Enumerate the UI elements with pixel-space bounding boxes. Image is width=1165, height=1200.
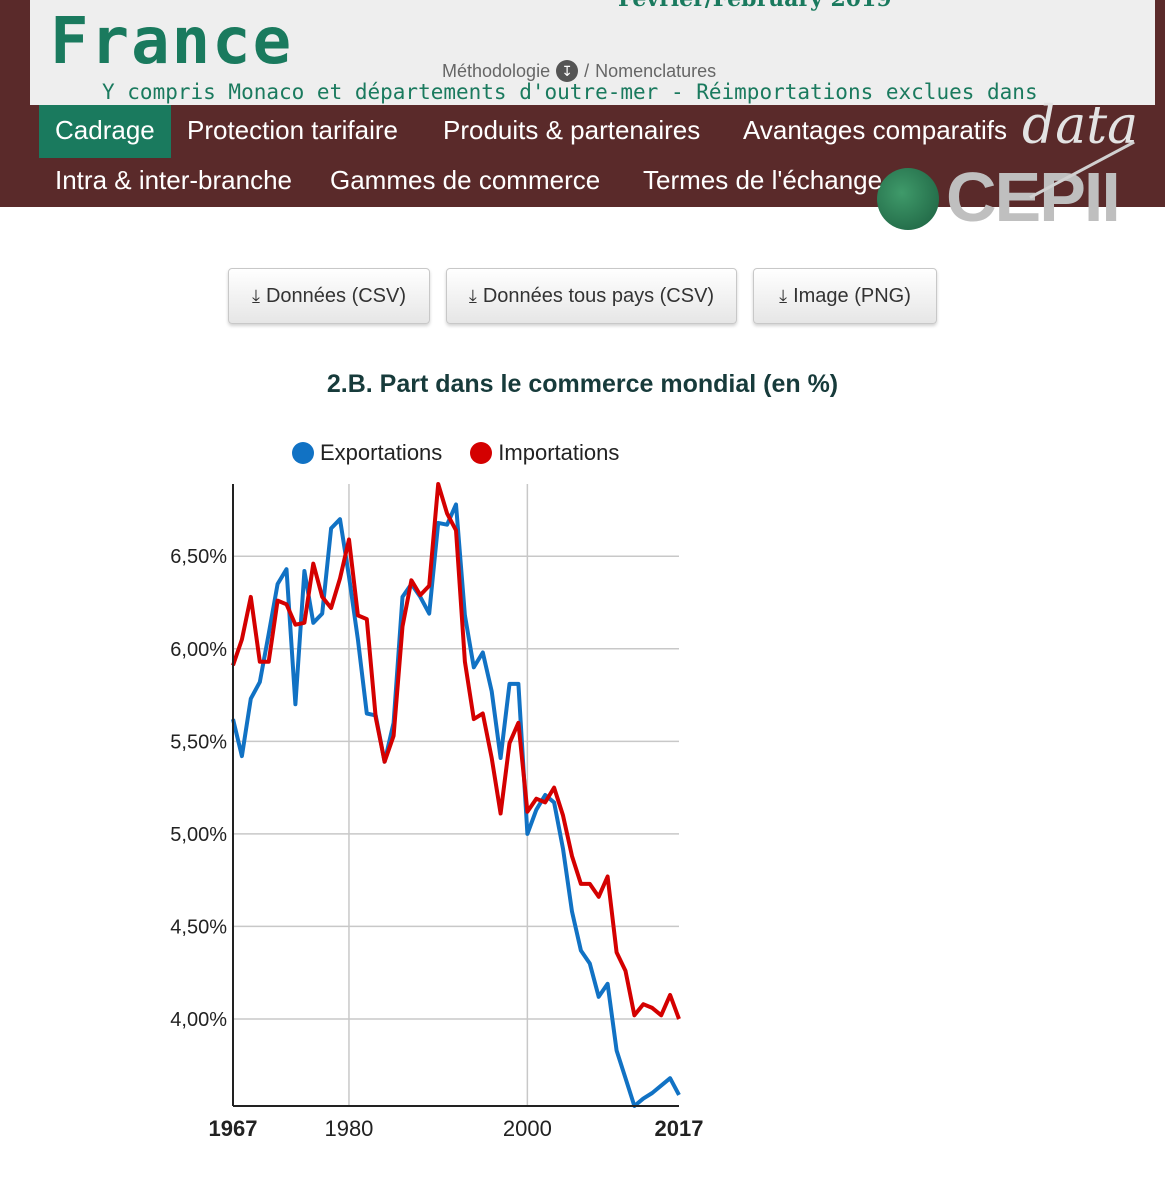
- chart-legend: Exportations Importations: [292, 440, 619, 466]
- release-date: Février/February 2019: [618, 0, 892, 12]
- methodology-links: Méthodologie ↧ / Nomenclatures: [442, 60, 716, 82]
- legend-label-importations: Importations: [498, 440, 620, 465]
- x-tick-label: 2017: [655, 1116, 704, 1141]
- y-tick-label: 5,00%: [170, 824, 227, 846]
- y-tick-label: 4,50%: [170, 916, 227, 938]
- download-icon: ⤓: [251, 285, 260, 306]
- chart-ticks: 6,50% 6,00% 5,50% 5,00% 4,50% 4,00% 1967 1980 20…: [170, 546, 703, 1141]
- globe-logo-icon: [877, 168, 939, 230]
- x-tick-label: 2000: [503, 1116, 552, 1141]
- y-tick-label: 5,50%: [170, 731, 227, 753]
- legend-item-exportations[interactable]: Exportations: [292, 440, 442, 466]
- line-chart: 6,50% 6,00% 5,50% 5,00% 4,50% 4,00% 1967 1980 20…: [170, 482, 703, 1141]
- legend-label-exportations: Exportations: [320, 440, 443, 465]
- x-tick-label: 1967: [209, 1116, 258, 1141]
- legend-item-importations[interactable]: Importations: [470, 440, 619, 466]
- download-png-label: Image (PNG): [793, 284, 911, 307]
- methodology-link[interactable]: Méthodologie: [442, 60, 551, 81]
- download-icon: ⤓: [468, 285, 477, 306]
- x-tick-label: 1980: [324, 1116, 373, 1141]
- series-line-exportations[interactable]: [231, 502, 681, 1108]
- chart-grid: [233, 484, 679, 1106]
- country-title: France: [50, 5, 294, 79]
- chart-axes: [232, 484, 679, 1107]
- site-header: Février/February 2019 France Méthodologi…: [0, 0, 1165, 232]
- download-icon[interactable]: ↧: [556, 60, 579, 82]
- legend-dot-importations: [470, 442, 493, 464]
- logo-data-text: data: [1022, 96, 1139, 156]
- tab-produits-partenaires[interactable]: Produits & partenaires: [443, 115, 701, 145]
- separator: /: [584, 60, 590, 81]
- download-all-csv-label: Données tous pays (CSV): [482, 284, 715, 307]
- y-tick-label: 6,00%: [170, 639, 227, 661]
- chart-title: 2.B. Part dans le commerce mondial (en %…: [326, 370, 839, 398]
- header-banner: Février/February 2019 France Méthodologi…: [30, 0, 1155, 105]
- tab-avantages-comparatifs[interactable]: Avantages comparatifs: [743, 115, 1007, 145]
- tab-termes-de-lechange[interactable]: Termes de l'échange: [643, 165, 883, 195]
- y-tick-label: 6,50%: [170, 546, 227, 568]
- nomenclatures-link[interactable]: Nomenclatures: [595, 60, 717, 81]
- chart-series: [231, 482, 681, 1108]
- legend-dot-exportations: [292, 442, 314, 464]
- series-line-importations[interactable]: [231, 482, 681, 1020]
- download-csv-label: Données (CSV): [265, 284, 407, 307]
- tab-cadrage[interactable]: Cadrage: [39, 105, 171, 158]
- tab-gammes-de-commerce[interactable]: Gammes de commerce: [330, 165, 601, 195]
- download-png-button[interactable]: ⤓ Image (PNG): [753, 268, 937, 324]
- tab-intra-inter-branche[interactable]: Intra & inter-branche: [55, 165, 293, 195]
- download-all-countries-csv-button[interactable]: ⤓ Données tous pays (CSV): [446, 268, 737, 324]
- download-csv-button[interactable]: ⤓ Données (CSV): [228, 268, 430, 324]
- tab-protection-tarifaire[interactable]: Protection tarifaire: [187, 115, 398, 145]
- country-subtitle: Y compris Monaco et départements d'outre…: [102, 80, 1038, 104]
- download-icon: ⤓: [779, 285, 788, 306]
- y-tick-label: 4,00%: [170, 1009, 227, 1031]
